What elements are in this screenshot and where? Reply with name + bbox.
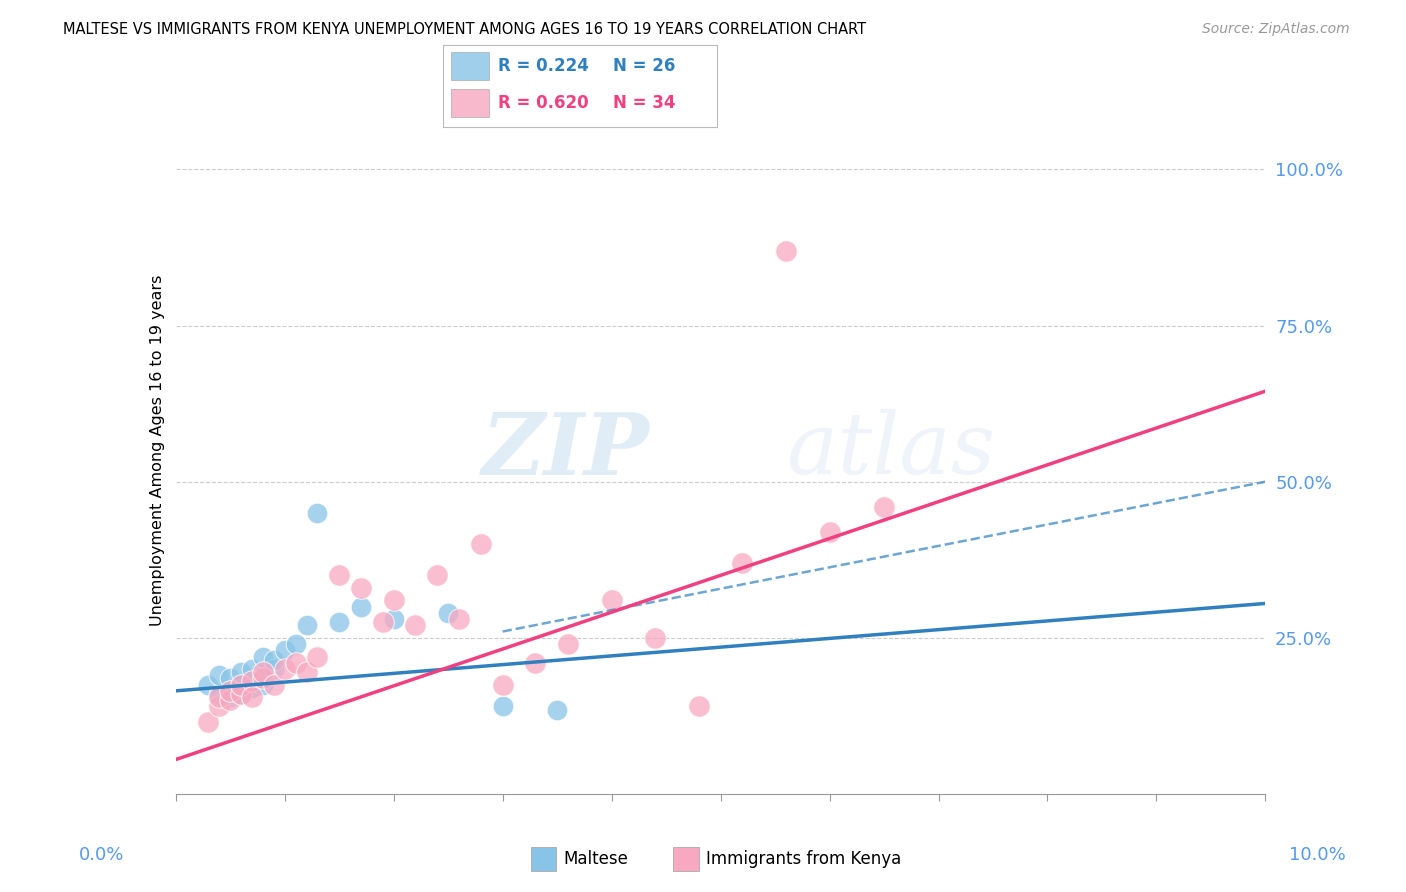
Point xyxy=(252,678,274,692)
Point xyxy=(600,593,623,607)
Point xyxy=(252,665,274,680)
Text: Maltese: Maltese xyxy=(564,850,628,868)
Point xyxy=(688,699,710,714)
Point xyxy=(307,506,329,520)
Point xyxy=(219,690,242,705)
Point xyxy=(328,615,350,630)
Point xyxy=(252,671,274,685)
Point xyxy=(240,690,263,705)
Point xyxy=(284,637,307,651)
Point xyxy=(208,687,231,701)
Bar xyxy=(451,52,489,80)
Point xyxy=(284,656,307,670)
Text: R = 0.224: R = 0.224 xyxy=(498,57,589,75)
Text: 0.0%: 0.0% xyxy=(79,846,124,863)
Y-axis label: Unemployment Among Ages 16 to 19 years: Unemployment Among Ages 16 to 19 years xyxy=(149,275,165,626)
Point xyxy=(873,500,896,514)
Text: MALTESE VS IMMIGRANTS FROM KENYA UNEMPLOYMENT AMONG AGES 16 TO 19 YEARS CORRELAT: MALTESE VS IMMIGRANTS FROM KENYA UNEMPLO… xyxy=(63,22,866,37)
Text: ZIP: ZIP xyxy=(482,409,650,492)
Point xyxy=(382,612,405,626)
Point xyxy=(295,665,318,680)
Point xyxy=(252,649,274,664)
Point xyxy=(328,568,350,582)
Point xyxy=(557,637,579,651)
Point xyxy=(775,244,797,258)
Text: 10.0%: 10.0% xyxy=(1289,846,1346,863)
Point xyxy=(350,581,373,595)
Point xyxy=(295,618,318,632)
Point xyxy=(447,612,470,626)
Point xyxy=(208,668,231,682)
Point xyxy=(208,690,231,705)
Point xyxy=(426,568,449,582)
Point xyxy=(307,649,329,664)
Point xyxy=(240,674,263,689)
Point xyxy=(263,653,285,667)
Point xyxy=(731,556,754,570)
Point xyxy=(240,662,263,676)
Text: Immigrants from Kenya: Immigrants from Kenya xyxy=(706,850,901,868)
Point xyxy=(274,643,297,657)
Point xyxy=(252,668,274,682)
Point xyxy=(492,678,515,692)
Point xyxy=(263,662,285,676)
Point xyxy=(405,618,427,632)
Point xyxy=(219,671,242,685)
Point xyxy=(219,683,242,698)
Point xyxy=(263,678,285,692)
Point xyxy=(240,681,263,695)
Point xyxy=(644,631,666,645)
Point xyxy=(470,537,492,551)
Point xyxy=(274,662,297,676)
Point xyxy=(350,599,373,614)
Point xyxy=(492,699,515,714)
Point xyxy=(231,665,253,680)
Point xyxy=(437,606,460,620)
Point xyxy=(231,687,253,701)
Bar xyxy=(531,847,557,871)
Text: R = 0.620: R = 0.620 xyxy=(498,94,588,112)
Text: N = 26: N = 26 xyxy=(613,57,675,75)
Text: atlas: atlas xyxy=(786,409,995,491)
Point xyxy=(197,678,219,692)
Point xyxy=(371,615,394,630)
Point xyxy=(546,703,568,717)
Text: N = 34: N = 34 xyxy=(613,94,675,112)
Point xyxy=(208,699,231,714)
Point xyxy=(219,683,242,698)
Point xyxy=(197,715,219,730)
Point xyxy=(231,687,253,701)
Point xyxy=(219,693,242,707)
Point xyxy=(382,593,405,607)
Point xyxy=(231,678,253,692)
Bar xyxy=(451,89,489,117)
Point xyxy=(818,524,841,539)
Bar xyxy=(673,847,699,871)
Point xyxy=(231,678,253,692)
Text: Source: ZipAtlas.com: Source: ZipAtlas.com xyxy=(1202,22,1350,37)
Point xyxy=(524,656,547,670)
